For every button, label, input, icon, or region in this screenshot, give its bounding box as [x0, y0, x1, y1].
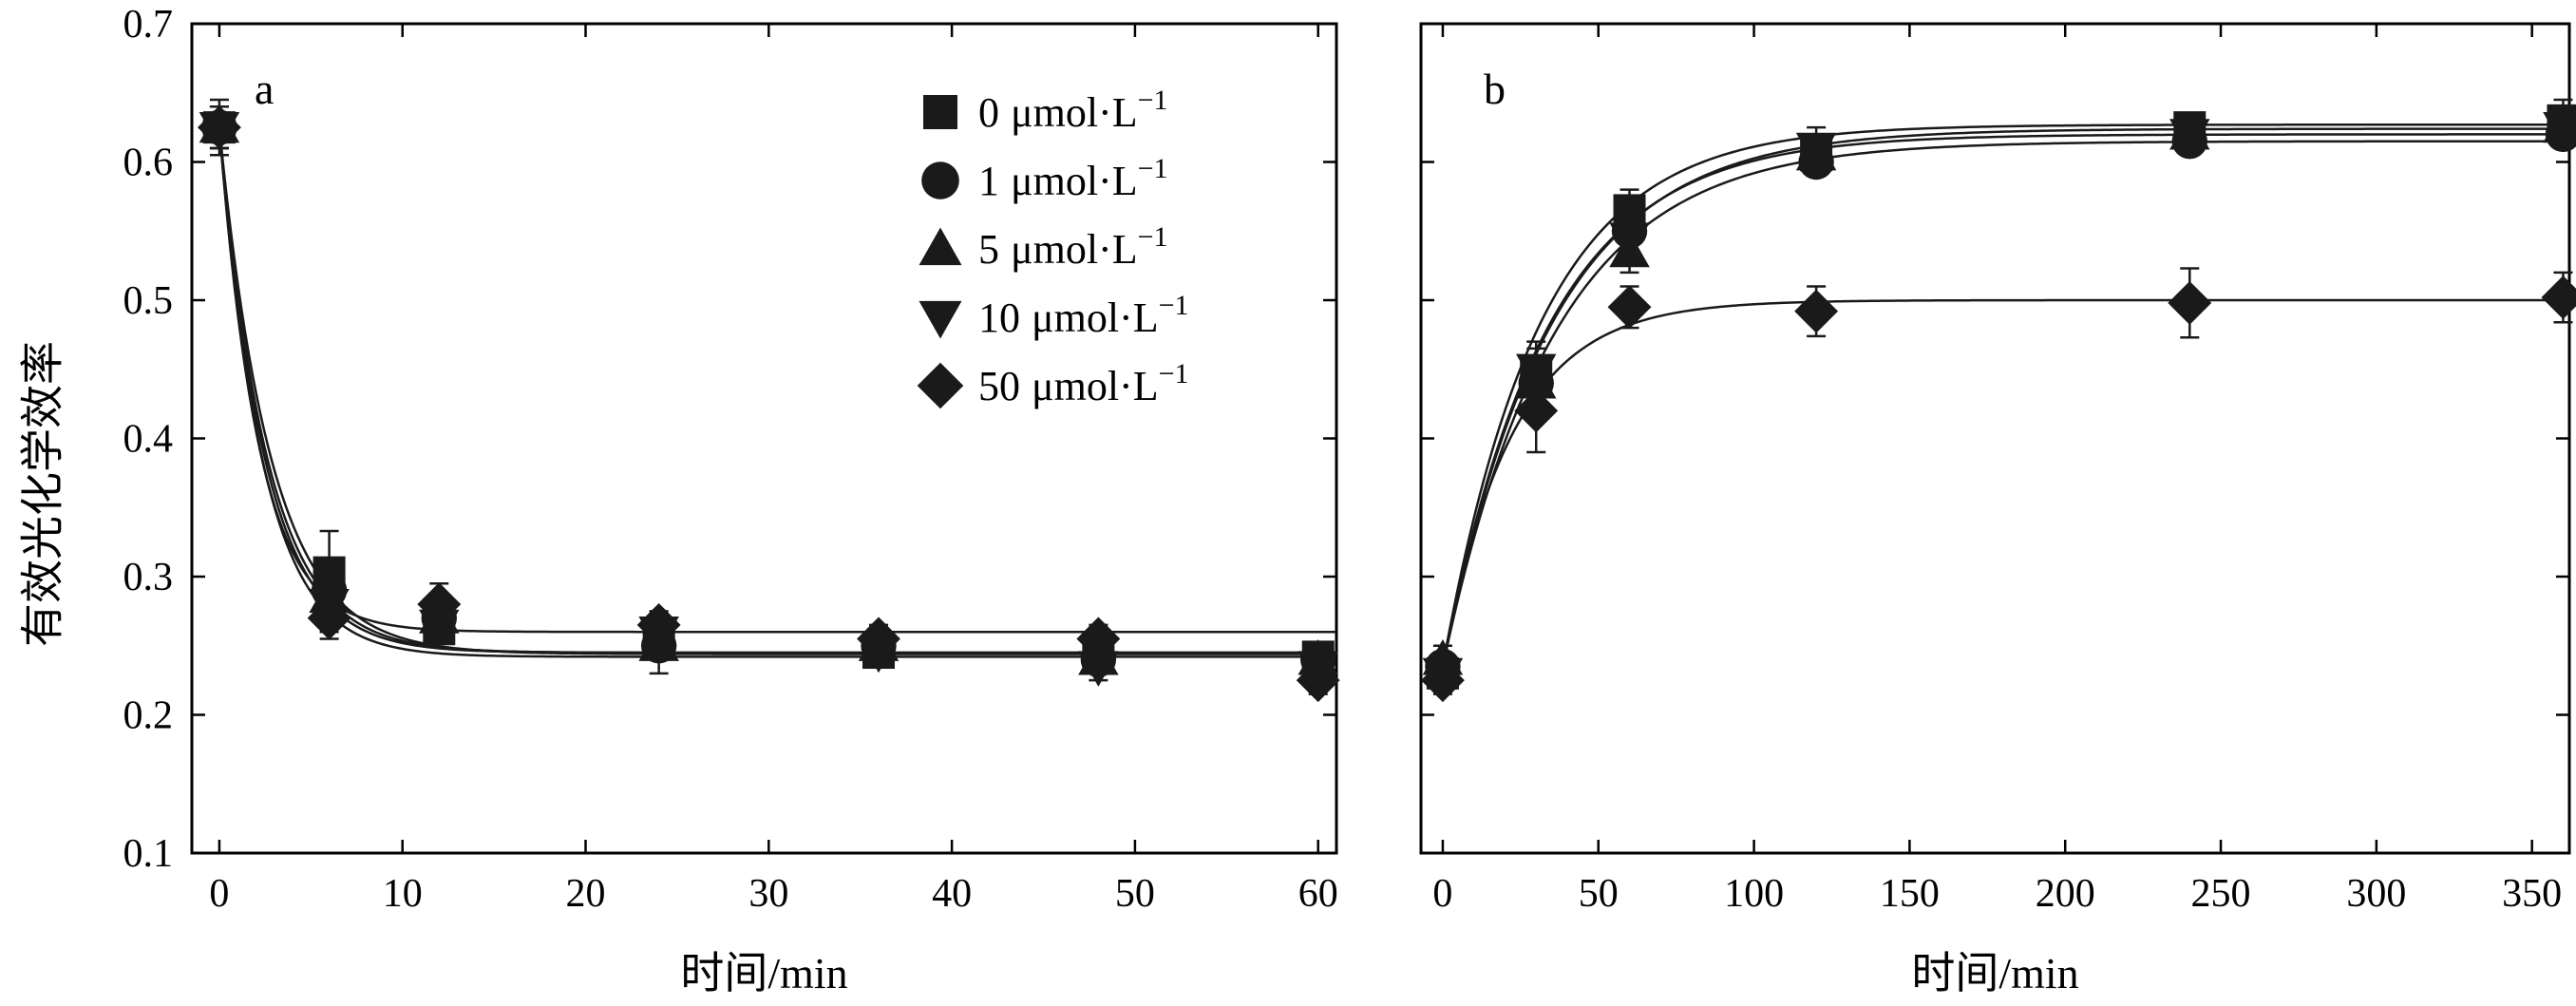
- data-point: [2169, 119, 2210, 155]
- y-tick-label: 0.3: [123, 556, 174, 599]
- legend-unit: μmol·L: [1011, 226, 1138, 273]
- legend-marker: [921, 161, 959, 199]
- fit-curve: [1441, 298, 2569, 667]
- legend-label: 1: [978, 158, 999, 204]
- plot-frame: [190, 22, 1338, 855]
- data-point: [1076, 617, 1121, 661]
- legend-entry: 50 μmol·L−1: [978, 358, 1189, 409]
- panel-b: 0 50 100 150 200 250 300 350 b 时间/min: [1419, 22, 2576, 997]
- y-tick-label: 0.1: [123, 832, 174, 876]
- x-axis-title: 时间/min: [680, 949, 847, 997]
- data-point: [1607, 285, 1652, 330]
- data-point: [2543, 111, 2576, 148]
- fit-curve: [218, 127, 1336, 658]
- legend-entry: 0 μmol·L−1: [978, 85, 1168, 136]
- legend-label: 50: [978, 363, 1020, 409]
- legend-label: 10: [978, 294, 1020, 341]
- fit-curve: [1441, 127, 2569, 667]
- x-tick-label: 50: [1579, 872, 1619, 916]
- data-point: [636, 602, 681, 647]
- legend-unit: μmol·L: [1032, 294, 1159, 341]
- legend-entry: 5 μmol·L−1: [978, 221, 1168, 273]
- y-tick-label: 0.5: [123, 279, 174, 323]
- panel-label: a: [255, 65, 274, 113]
- legend-entry: 10 μmol·L−1: [978, 290, 1189, 341]
- data-point: [857, 617, 900, 661]
- data-point: [1078, 651, 1119, 687]
- x-tick-label: 150: [1880, 872, 1940, 916]
- fit-curve: [218, 127, 1336, 655]
- data-point: [1794, 289, 1839, 333]
- data-point: [1795, 132, 1837, 169]
- legend-superscript: −1: [1159, 290, 1189, 321]
- data-point: [1296, 658, 1340, 703]
- data-point: [2168, 280, 2212, 325]
- legend-marker: [923, 95, 957, 129]
- legend: 0 μmol·L−11 μmol·L−15 μmol·L−110 μmol·L−150 μ…: [917, 85, 1189, 409]
- legend-label: 0: [978, 89, 999, 136]
- x-tick-label: 40: [932, 872, 972, 916]
- panel-a: 0 10 20 30 40 50 600.10.20.30.40.50.60.7a时间/mi…: [123, 3, 1340, 997]
- legend-entry: 1 μmol·L−1: [978, 153, 1168, 204]
- legend-unit: μmol·L: [1011, 89, 1138, 136]
- x-axis-title: 时间/min: [1911, 949, 2078, 997]
- legend-unit: μmol·L: [1011, 158, 1138, 204]
- fit-curve: [1441, 123, 2569, 667]
- x-tick-label: 250: [2191, 872, 2251, 916]
- x-tick-label: 200: [2036, 872, 2095, 916]
- y-tick-label: 0.7: [123, 3, 174, 47]
- data-point: [307, 596, 351, 640]
- legend-superscript: −1: [1138, 221, 1168, 253]
- x-tick-label: 350: [2502, 872, 2562, 916]
- x-tick-label: 50: [1115, 872, 1155, 916]
- data-point: [2541, 275, 2576, 320]
- data-point: [1514, 389, 1559, 433]
- data-point: [1609, 222, 1650, 258]
- legend-marker: [917, 362, 964, 409]
- legend-marker: [919, 300, 962, 339]
- legend-superscript: −1: [1138, 153, 1168, 184]
- panel-label: b: [1484, 65, 1506, 113]
- fit-curve: [1441, 133, 2569, 667]
- data-point: [419, 609, 460, 646]
- plot-frame: [1419, 22, 2571, 855]
- x-tick-label: 20: [566, 872, 606, 916]
- x-tick-label: 300: [2346, 872, 2406, 916]
- data-point: [1420, 658, 1465, 703]
- legend-superscript: −1: [1159, 358, 1189, 389]
- fit-curve: [218, 127, 1336, 655]
- y-tick-label: 0.4: [123, 418, 174, 462]
- x-tick-label: 0: [209, 872, 229, 916]
- fit-curve: [218, 127, 1336, 634]
- data-point: [197, 105, 241, 150]
- x-tick-label: 30: [748, 872, 788, 916]
- legend-label: 5: [978, 226, 999, 273]
- x-tick-label: 100: [1724, 872, 1784, 916]
- y-axis-title: 有效光化学效率: [19, 341, 67, 647]
- legend-unit: μmol·L: [1032, 363, 1159, 409]
- fit-curve: [218, 126, 1336, 655]
- x-tick-label: 10: [383, 872, 423, 916]
- legend-marker: [919, 227, 962, 266]
- data-point: [417, 582, 462, 627]
- x-tick-label: 60: [1298, 872, 1338, 916]
- legend-superscript: −1: [1138, 85, 1168, 116]
- y-tick-label: 0.6: [123, 142, 174, 185]
- x-tick-label: 0: [1432, 872, 1452, 916]
- y-tick-label: 0.2: [123, 694, 174, 738]
